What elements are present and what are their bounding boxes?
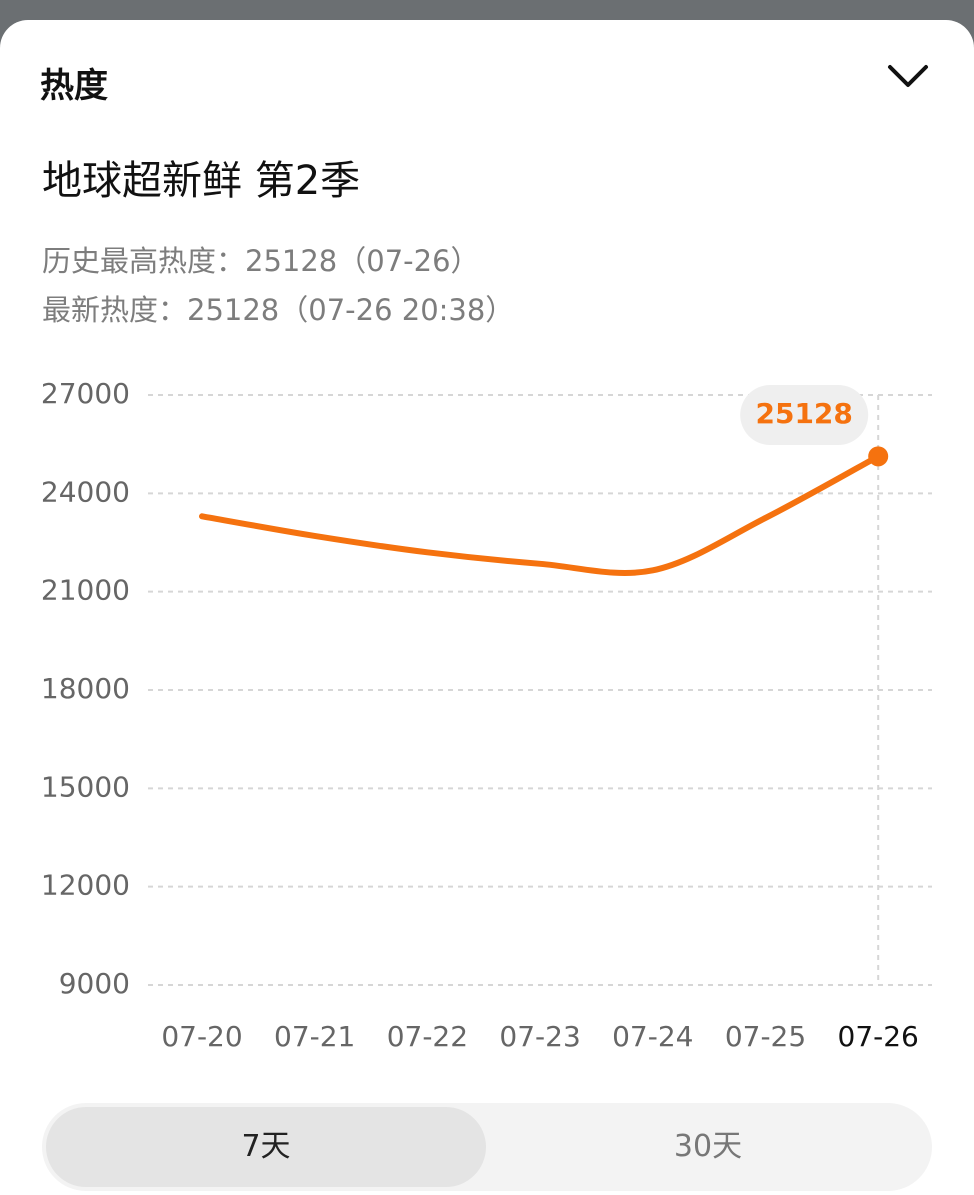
show-title: 地球超新鲜 第2季: [42, 158, 361, 204]
x-tick-label: 07-21: [274, 1020, 355, 1053]
y-tick-label: 12000: [41, 869, 130, 902]
panel-title: 热度: [40, 66, 108, 106]
line: [199, 453, 882, 576]
y-tick-label: 18000: [41, 672, 130, 705]
tab[interactable]: 7天: [46, 1107, 486, 1187]
x-tick-label: 07-22: [387, 1020, 468, 1053]
point: [868, 446, 889, 467]
tab[interactable]: 30天: [673, 1129, 743, 1164]
y-tick-label: 15000: [41, 770, 130, 803]
y-tick-label: 24000: [41, 475, 130, 508]
y-tick-label: 9000: [59, 967, 130, 1000]
y-tick-label: 27000: [41, 377, 130, 410]
stat-line: 历史最高热度：25128（07-26）: [42, 244, 480, 278]
range-tabs: 7天 30天: [42, 1103, 932, 1191]
chart: 9000 12000 15000 18000 21000 24000 27000 07-20 0…: [41, 65, 932, 1053]
heat-panel: 热度 9000 12000 15000 18000 21000 24000 27000 07-…: [0, 20, 974, 1195]
collapse-icon[interactable]: [888, 65, 928, 87]
value-label: 25128: [755, 397, 852, 430]
x-tick-label: 07-24: [612, 1020, 693, 1053]
x-tick-label: 07-23: [499, 1020, 580, 1053]
stat-line: 最新热度：25128（07-26 20:38）: [42, 293, 515, 327]
x-tick-label: 07-26: [838, 1020, 919, 1053]
x-tick-label: 07-20: [161, 1020, 242, 1053]
y-tick-label: 21000: [41, 574, 130, 607]
x-tick-label: 07-25: [725, 1020, 806, 1053]
value-label-bg: [740, 385, 869, 445]
